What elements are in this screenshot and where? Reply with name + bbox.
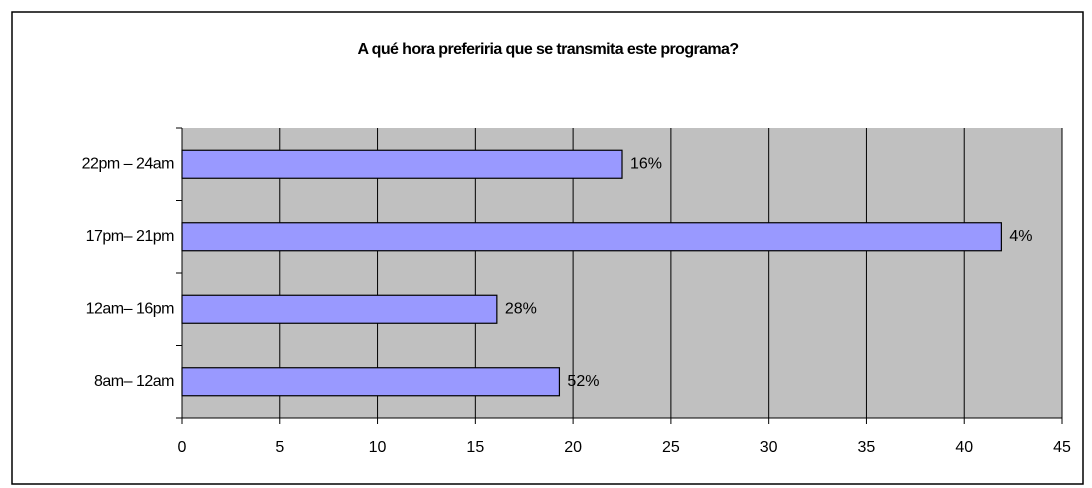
y-tick-label: 22pm – 24am: [82, 155, 175, 172]
x-tick-label: 30: [760, 439, 778, 456]
x-tick-label: 15: [466, 439, 484, 456]
bar: [181, 367, 561, 397]
x-tick-label: 5: [275, 439, 284, 456]
x-tick-label: 35: [858, 439, 876, 456]
x-tick-label: 20: [564, 439, 582, 456]
y-tick-label: 8am– 12am: [94, 373, 174, 390]
bar: [181, 149, 623, 179]
y-tick-label: 12am– 16pm: [86, 300, 175, 317]
annotation: 4%: [1009, 228, 1032, 245]
annotation: 52%: [567, 373, 599, 390]
annotation: 28%: [505, 300, 537, 317]
x-tick-label: 10: [369, 439, 387, 456]
chart-title: A qué hora preferiria que se transmita e…: [357, 41, 738, 58]
x-tick-label: 0: [178, 439, 187, 456]
y-tick-label: 17pm– 21pm: [86, 228, 175, 245]
annotation: 16%: [630, 155, 662, 172]
x-tick-label: 40: [955, 439, 973, 456]
x-tick-label: 45: [1053, 439, 1071, 456]
x-tick-label: 25: [662, 439, 680, 456]
bar: [181, 294, 498, 324]
bar: [181, 222, 1002, 252]
